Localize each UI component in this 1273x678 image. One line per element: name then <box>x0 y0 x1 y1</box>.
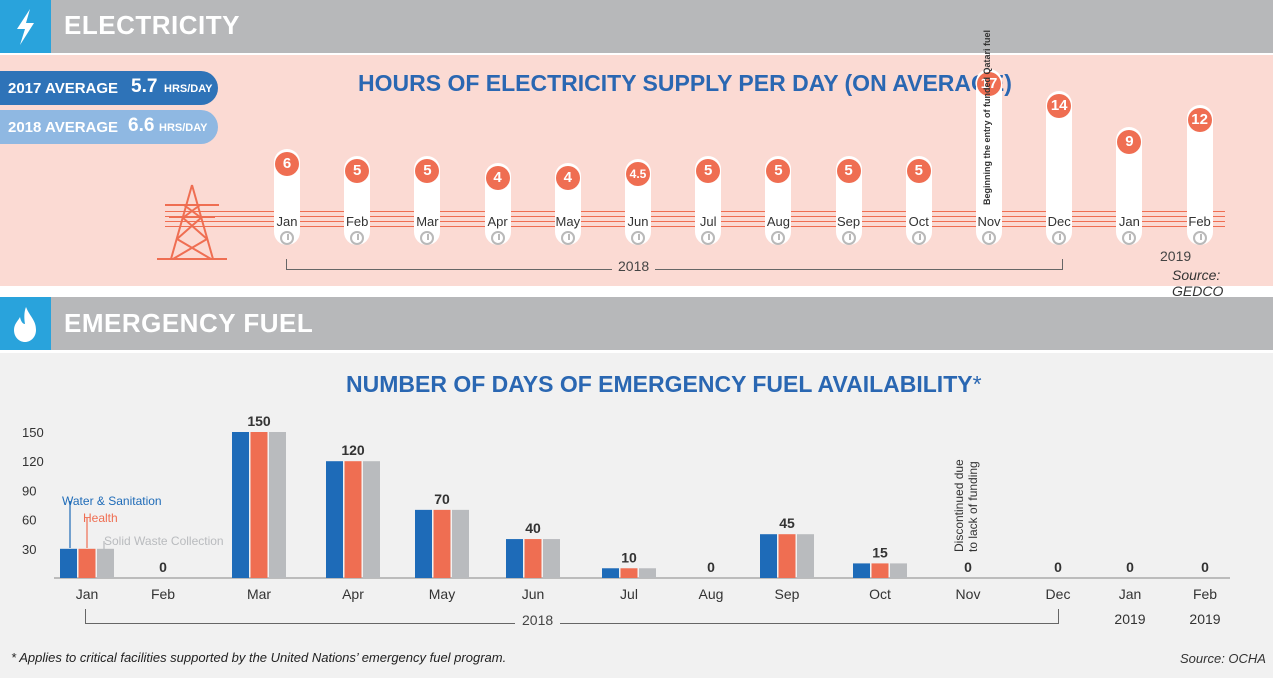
fuel-year-label-2018: 2018 <box>515 612 561 628</box>
electricity-value-label: 9 <box>1117 129 1142 154</box>
avg-2017-value: 5.7 <box>131 76 158 97</box>
fuel-source: Source: OCHA <box>1180 651 1266 666</box>
clock-icon <box>701 231 716 245</box>
clock-icon <box>771 231 786 245</box>
electricity-value-label: 4 <box>555 166 580 190</box>
footnote: * Applies to critical facilities support… <box>11 650 507 665</box>
year-bracket-2018 <box>286 259 1063 270</box>
fuel-header: EMERGENCY FUEL <box>0 297 1273 350</box>
electricity-month-label: Jul <box>699 214 717 229</box>
electricity-month-label: Oct <box>908 214 929 229</box>
clock-icon <box>490 231 505 245</box>
clock-icon <box>560 231 575 245</box>
power-line <box>165 221 1225 222</box>
clock-icon <box>1122 231 1137 245</box>
electricity-value-label: 5 <box>906 158 931 183</box>
electricity-value-label: 5 <box>836 158 861 183</box>
clock-icon <box>982 231 996 245</box>
electricity-month-label: Jun <box>627 214 649 229</box>
electricity-value-label: 5 <box>696 158 721 183</box>
electricity-month-label: Feb <box>1188 214 1211 229</box>
electricity-month-label: Dec <box>1047 214 1071 229</box>
electricity-source: Source: GEDCO <box>1172 267 1224 299</box>
fuel-year-bracket <box>85 609 1059 624</box>
electricity-value-label: 5 <box>345 158 370 183</box>
avg-2018-unit: HRS/DAY <box>159 122 208 134</box>
fuel-title-mark: * <box>972 371 982 397</box>
clock-icon <box>911 231 926 245</box>
power-line <box>165 216 1225 217</box>
clock-icon <box>631 231 645 245</box>
electricity-month-label: Aug <box>766 214 790 229</box>
avg-2017-label: 2017 AVERAGE <box>8 80 119 97</box>
electricity-value-label: 4.5 <box>626 162 650 187</box>
electricity-month-label: Nov <box>977 214 1001 229</box>
fuel-chart-title: NUMBER OF DAYS OF EMERGENCY FUEL AVAILAB… <box>346 371 982 398</box>
avg-2017-unit: HRS/DAY <box>164 83 213 95</box>
electricity-header: ELECTRICITY <box>0 0 1273 53</box>
electricity-month-label: Jan <box>1118 214 1140 229</box>
fuel-panel <box>0 353 1273 678</box>
electricity-month-label: Feb <box>345 214 369 229</box>
avg-2018-label: 2018 AVERAGE <box>8 119 119 136</box>
electricity-value-label: 5 <box>766 158 791 183</box>
electricity-value-label: 6 <box>275 151 299 176</box>
electricity-month-label: Apr <box>487 214 508 229</box>
electricity-month-label: May <box>555 214 581 229</box>
lightning-icon <box>0 0 51 53</box>
power-line <box>165 211 1225 212</box>
fuel-title-text: NUMBER OF DAYS OF EMERGENCY FUEL AVAILAB… <box>346 371 973 397</box>
electricity-value-label: 5 <box>415 158 440 183</box>
avg-2017-badge: 2017 AVERAGE 5.7 HRS/DAY <box>0 71 218 105</box>
electricity-value-label: 4 <box>485 166 510 190</box>
avg-2018-value: 6.6 <box>128 115 155 136</box>
clock-icon <box>841 231 856 245</box>
electricity-value-label: 14 <box>1047 93 1072 118</box>
qatari-fuel-note: Beginning the entry of funded Qatari fue… <box>982 29 992 205</box>
electricity-bar <box>976 69 1002 245</box>
discontinued-note: Discontinued due to lack of funding <box>952 459 980 552</box>
clock-icon <box>420 231 435 245</box>
year-label-2019: 2019 <box>1160 248 1192 264</box>
electricity-chart-title: HOURS OF ELECTRICITY SUPPLY PER DAY (ON … <box>358 70 1012 96</box>
electricity-month-label: Sep <box>837 214 861 229</box>
year-label-2018: 2018 <box>612 258 656 274</box>
flame-icon <box>0 297 51 350</box>
clock-icon <box>1192 231 1207 245</box>
power-line <box>165 226 1225 227</box>
clock-icon <box>1052 231 1067 245</box>
avg-2018-badge: 2018 AVERAGE 6.6 HRS/DAY <box>0 110 218 144</box>
electricity-value-label: 17 <box>977 72 1001 96</box>
electricity-month-label: Mar <box>416 214 439 229</box>
fuel-header-title: EMERGENCY FUEL <box>64 308 314 338</box>
clock-icon <box>280 231 294 245</box>
electricity-header-title: ELECTRICITY <box>64 10 240 40</box>
electricity-month-label: Jan <box>276 214 298 229</box>
pylon-icon <box>155 183 229 266</box>
electricity-value-label: 12 <box>1187 108 1212 133</box>
clock-icon <box>350 231 365 245</box>
